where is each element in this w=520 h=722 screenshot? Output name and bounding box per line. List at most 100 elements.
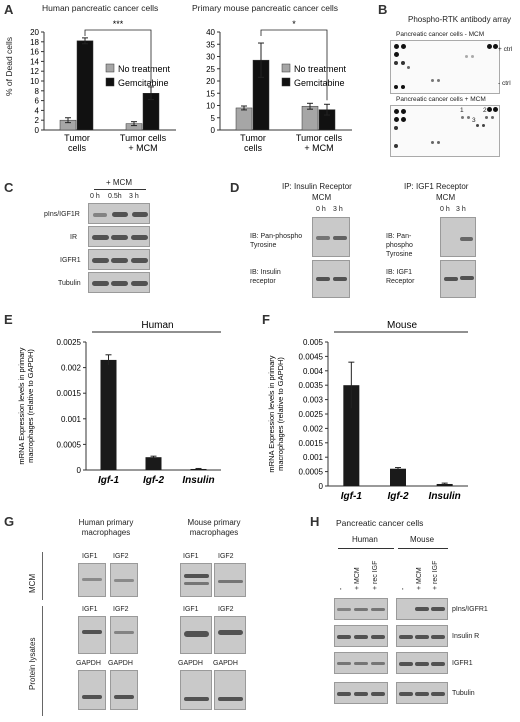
panel-label-a: A xyxy=(4,2,14,17)
array-spot xyxy=(493,107,498,112)
panel-d-right-ib-1: IB: Pan-phospho Tyrosine xyxy=(386,233,413,258)
chart-a1-significance-bracket xyxy=(84,29,152,83)
chart-a1-ytick-label: 4 xyxy=(35,106,40,115)
h-mouse-lane-3: + rec IGF xyxy=(432,560,439,590)
chart-e-ytick-label: 0 xyxy=(77,466,82,475)
array-spot xyxy=(431,79,434,82)
blot-c-ir xyxy=(88,226,150,247)
chart-f-ytick-label: 0.0015 xyxy=(299,439,324,448)
h-row-tubulin: Tubulin xyxy=(452,690,475,697)
g-h-gapdh-1: GAPDH xyxy=(76,660,101,667)
panel-d-right-ib-2: IB: IGF1 Receptor xyxy=(386,269,415,285)
chart-a2-significance-bracket xyxy=(260,29,328,101)
chart-a1-category-label: cells xyxy=(68,143,87,153)
chart-a1-category-label: Tumor cells xyxy=(120,133,167,143)
chart-a1-ytick-label: 10 xyxy=(30,77,39,86)
g-m-mcm-igf2: IGF2 xyxy=(218,553,234,560)
chart-f-ytick-label: 0.0045 xyxy=(299,352,324,361)
panel-h-title: Pancreatic cancer cells xyxy=(336,518,424,528)
array-spot xyxy=(394,117,399,122)
g-m-mcm-igf1: IGF1 xyxy=(183,553,199,560)
blot-g-m-lys-igf2 xyxy=(214,616,246,654)
panel-d-left-mcm: MCM xyxy=(312,193,332,202)
blot-h-human-tubulin xyxy=(334,682,388,704)
array-spot xyxy=(482,124,485,127)
array-spot xyxy=(401,117,406,122)
panel-d-left-time-0: 0 h xyxy=(316,206,326,213)
chart-a2-ytick-label: 35 xyxy=(206,40,215,49)
blot-g-h-gapdh-2 xyxy=(110,670,138,710)
chart-a2-legend-label: No treatment xyxy=(294,64,347,74)
chart-e-category-label: Igf-1 xyxy=(98,475,120,486)
chart-a1-ytick-label: 20 xyxy=(30,28,39,37)
panel-c-row-ir: IR xyxy=(70,234,77,241)
h-mouse-lane-2: + MCM xyxy=(416,567,423,590)
chart-e-category-label: Igf-2 xyxy=(143,475,165,486)
array-spot xyxy=(401,44,406,49)
panel-c-time-0: 0 h xyxy=(90,193,100,200)
panel-d-right-mcm: MCM xyxy=(436,193,456,202)
chart-f-category-label: Igf-1 xyxy=(341,491,363,502)
panel-g-divider-lysate xyxy=(42,606,43,716)
chart-e-ytick-label: 0.002 xyxy=(61,364,82,373)
panel-d-right-title: IP: IGF1 Receptor xyxy=(404,182,469,191)
panel-label-b: B xyxy=(378,2,388,17)
chart-f-category-label: Igf-2 xyxy=(387,491,409,502)
chart-a1-ytick-label: 16 xyxy=(30,48,39,57)
chart-a2-ytick-label: 20 xyxy=(206,77,215,86)
chart-a2-ytick-label: 0 xyxy=(211,126,216,135)
minus-ctrl-label: - ctrl xyxy=(498,80,511,87)
array-spot xyxy=(476,124,479,127)
chart-e-category-label: Insulin xyxy=(182,475,214,486)
h-row-pins-igfr1: pIns/IGFR1 xyxy=(452,606,488,613)
panel-label-g: G xyxy=(4,514,15,529)
panel-a-left-title: Human pancreatic cancer cells xyxy=(42,3,159,13)
blot-h-mouse-tubulin xyxy=(396,682,448,704)
array-spot xyxy=(431,141,434,144)
blot-c-tubulin xyxy=(88,272,150,293)
panel-h-human-line xyxy=(338,548,394,549)
g-h-lys-igf1: IGF1 xyxy=(82,606,98,613)
array-spot xyxy=(394,126,398,130)
chart-f-bar xyxy=(343,385,360,486)
blot-g-m-gapdh-1 xyxy=(180,670,212,710)
array-spot xyxy=(394,52,399,57)
panel-label-d: D xyxy=(230,180,240,195)
panel-c-time-2: 3 h xyxy=(129,193,139,200)
chart-e-bar xyxy=(145,457,162,470)
chart-a1-ytick-label: 14 xyxy=(30,57,39,66)
chart-a1-legend-label: Gemcitabine xyxy=(118,78,169,88)
g-m-lys-igf1: IGF1 xyxy=(183,606,199,613)
blot-g-m-gapdh-2 xyxy=(214,670,246,710)
g-h-lys-igf2: IGF2 xyxy=(113,606,129,613)
chart-a1-legend-label: No treatment xyxy=(118,64,171,74)
chart-a1-ytick-label: 6 xyxy=(35,97,40,106)
g-m-lys-igf2: IGF2 xyxy=(218,606,234,613)
chart-a2-ytick-label: 5 xyxy=(211,114,216,123)
chart-a1-significance-label: *** xyxy=(113,19,124,29)
blot-h-mouse-pins xyxy=(396,598,448,620)
panel-d-left-ib-1: IB: Pan-phospho Tyrosine xyxy=(250,233,303,249)
panel-label-h: H xyxy=(310,514,320,529)
panel-a-right-title: Primary mouse pancreatic cancer cells xyxy=(192,3,338,13)
chart-f-ytick-label: 0.0025 xyxy=(299,410,324,419)
array-spot xyxy=(467,116,470,119)
blot-d-igf1r-ptyr xyxy=(440,217,476,257)
chart-a2-ytick-label: 40 xyxy=(206,28,215,37)
chart-a2-bar xyxy=(301,105,319,131)
blot-g-m-lys-igf1 xyxy=(180,616,212,654)
spot-number-1: 1 xyxy=(460,107,464,114)
spot-number-3: 3 xyxy=(472,117,476,124)
panel-g-row-mcm: MCM xyxy=(28,573,37,593)
h-row-insulin-r: Insulin R xyxy=(452,633,480,640)
chart-e-human: 0 0.0005 0.001 0.0015 0.002 0.0025 Igf-1 Igf-2 I… xyxy=(17,320,221,486)
chart-f-ytick-label: 0.001 xyxy=(303,453,324,462)
chart-a1-ytick-label: 8 xyxy=(35,87,40,96)
chart-a1-ytick-label: 0 xyxy=(35,126,40,135)
blot-h-human-pins xyxy=(334,598,388,620)
chart-a1-ytick-label: 2 xyxy=(35,116,40,125)
panel-d-right-time-0: 0 h xyxy=(440,206,450,213)
g-h-mcm-igf2: IGF2 xyxy=(113,553,129,560)
blot-g-m-mcm-igf2 xyxy=(214,563,246,597)
